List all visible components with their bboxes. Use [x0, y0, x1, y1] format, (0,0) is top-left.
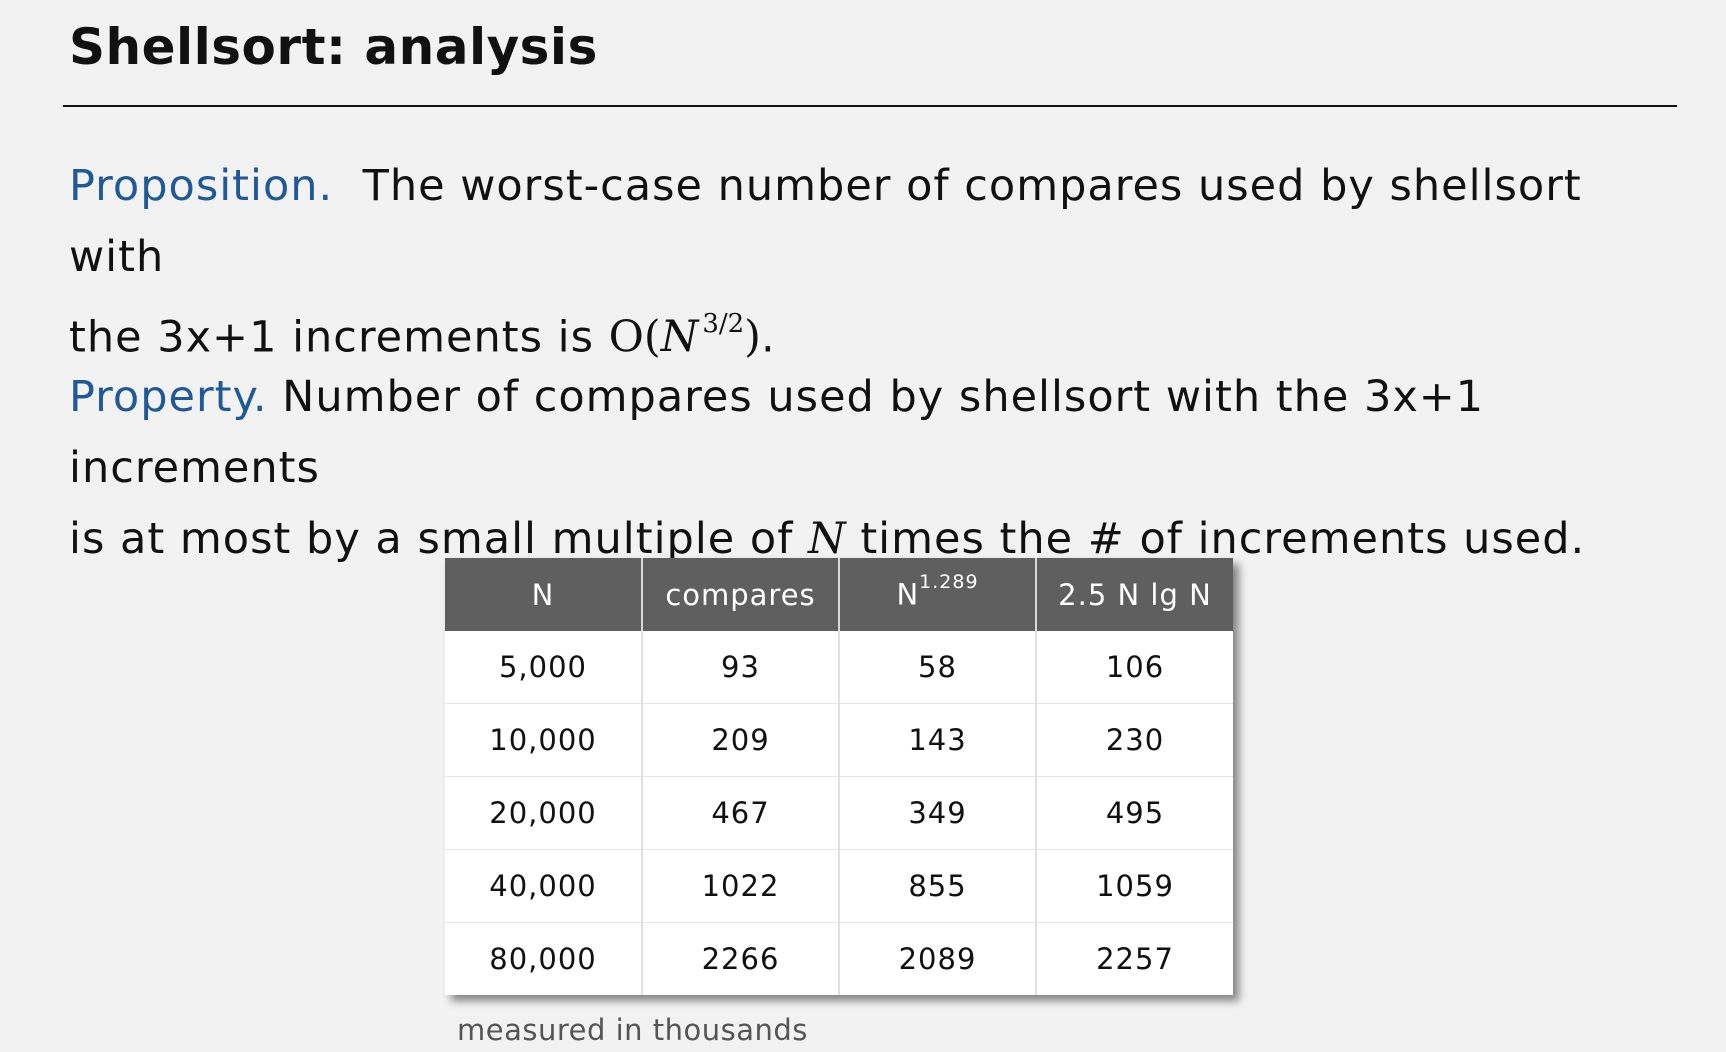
- results-table: N compares N1.289 2.5 N lg N 5,000 93 58…: [445, 558, 1233, 995]
- cell-power: 143: [839, 703, 1037, 777]
- cell-compares: 467: [642, 776, 840, 850]
- cell-compares: 1022: [642, 849, 840, 923]
- cell-n: 10,000: [445, 703, 643, 777]
- formula-variable: N: [660, 312, 699, 363]
- property-keyword: Property.: [69, 372, 268, 422]
- header-power: N1.289: [839, 558, 1037, 631]
- header-compares: compares: [642, 558, 840, 631]
- cell-n: 5,000: [445, 631, 643, 704]
- header-power-exponent: 1.289: [919, 571, 979, 594]
- cell-n: 40,000: [445, 849, 643, 923]
- cell-nlgn: 230: [1036, 703, 1233, 777]
- cell-compares: 209: [642, 703, 840, 777]
- cell-power: 58: [839, 631, 1037, 704]
- table-row: 40,000 1022 855 1059: [445, 849, 1233, 923]
- cell-nlgn: 1059: [1036, 849, 1233, 923]
- proposition-text-line1: The worst-case number of compares used b…: [69, 161, 1582, 282]
- table-row: 10,000 209 143 230: [445, 703, 1233, 777]
- cell-nlgn: 495: [1036, 776, 1233, 850]
- table-header-row: N compares N1.289 2.5 N lg N: [445, 558, 1233, 631]
- header-power-base: N: [896, 577, 920, 612]
- table-row: 5,000 93 58 106: [445, 631, 1233, 704]
- property-text-line1: Number of compares used by shellsort wit…: [69, 372, 1485, 493]
- header-nlgn: 2.5 N lg N: [1036, 558, 1233, 631]
- formula-exponent: 3/2: [702, 309, 745, 339]
- page-title: Shellsort: analysis: [69, 18, 598, 76]
- header-n: N: [445, 558, 643, 631]
- cell-power: 2089: [839, 922, 1037, 995]
- cell-nlgn: 106: [1036, 631, 1233, 704]
- cell-power: 349: [839, 776, 1037, 850]
- cell-n: 20,000: [445, 776, 643, 850]
- title-divider: [63, 105, 1677, 107]
- formula-close: ): [744, 312, 761, 363]
- property-variable: N: [808, 514, 846, 564]
- results-table-container: N compares N1.289 2.5 N lg N 5,000 93 58…: [445, 558, 1233, 995]
- cell-power: 855: [839, 849, 1037, 923]
- formula-open: O(: [608, 312, 661, 363]
- proposition-period: .: [760, 312, 776, 363]
- proposition-formula: O(N 3/2): [608, 309, 761, 363]
- property-text-line2-suffix: times the # of increments used.: [845, 514, 1586, 564]
- cell-n: 80,000: [445, 922, 643, 995]
- table-caption: measured in thousands: [457, 1013, 808, 1047]
- proposition-keyword: Proposition.: [69, 161, 334, 211]
- cell-compares: 2266: [642, 922, 840, 995]
- table-row: 80,000 2266 2089 2257: [445, 922, 1233, 995]
- proposition-text-line2: the 3x+1 increments is: [69, 312, 609, 363]
- property-paragraph: Property. Number of compares used by she…: [69, 362, 1709, 575]
- cell-nlgn: 2257: [1036, 922, 1233, 995]
- cell-compares: 93: [642, 631, 840, 704]
- proposition-paragraph: Proposition. The worst-case number of co…: [69, 151, 1689, 373]
- table-row: 20,000 467 349 495: [445, 776, 1233, 850]
- property-text-line2-prefix: is at most by a small multiple of: [69, 514, 809, 564]
